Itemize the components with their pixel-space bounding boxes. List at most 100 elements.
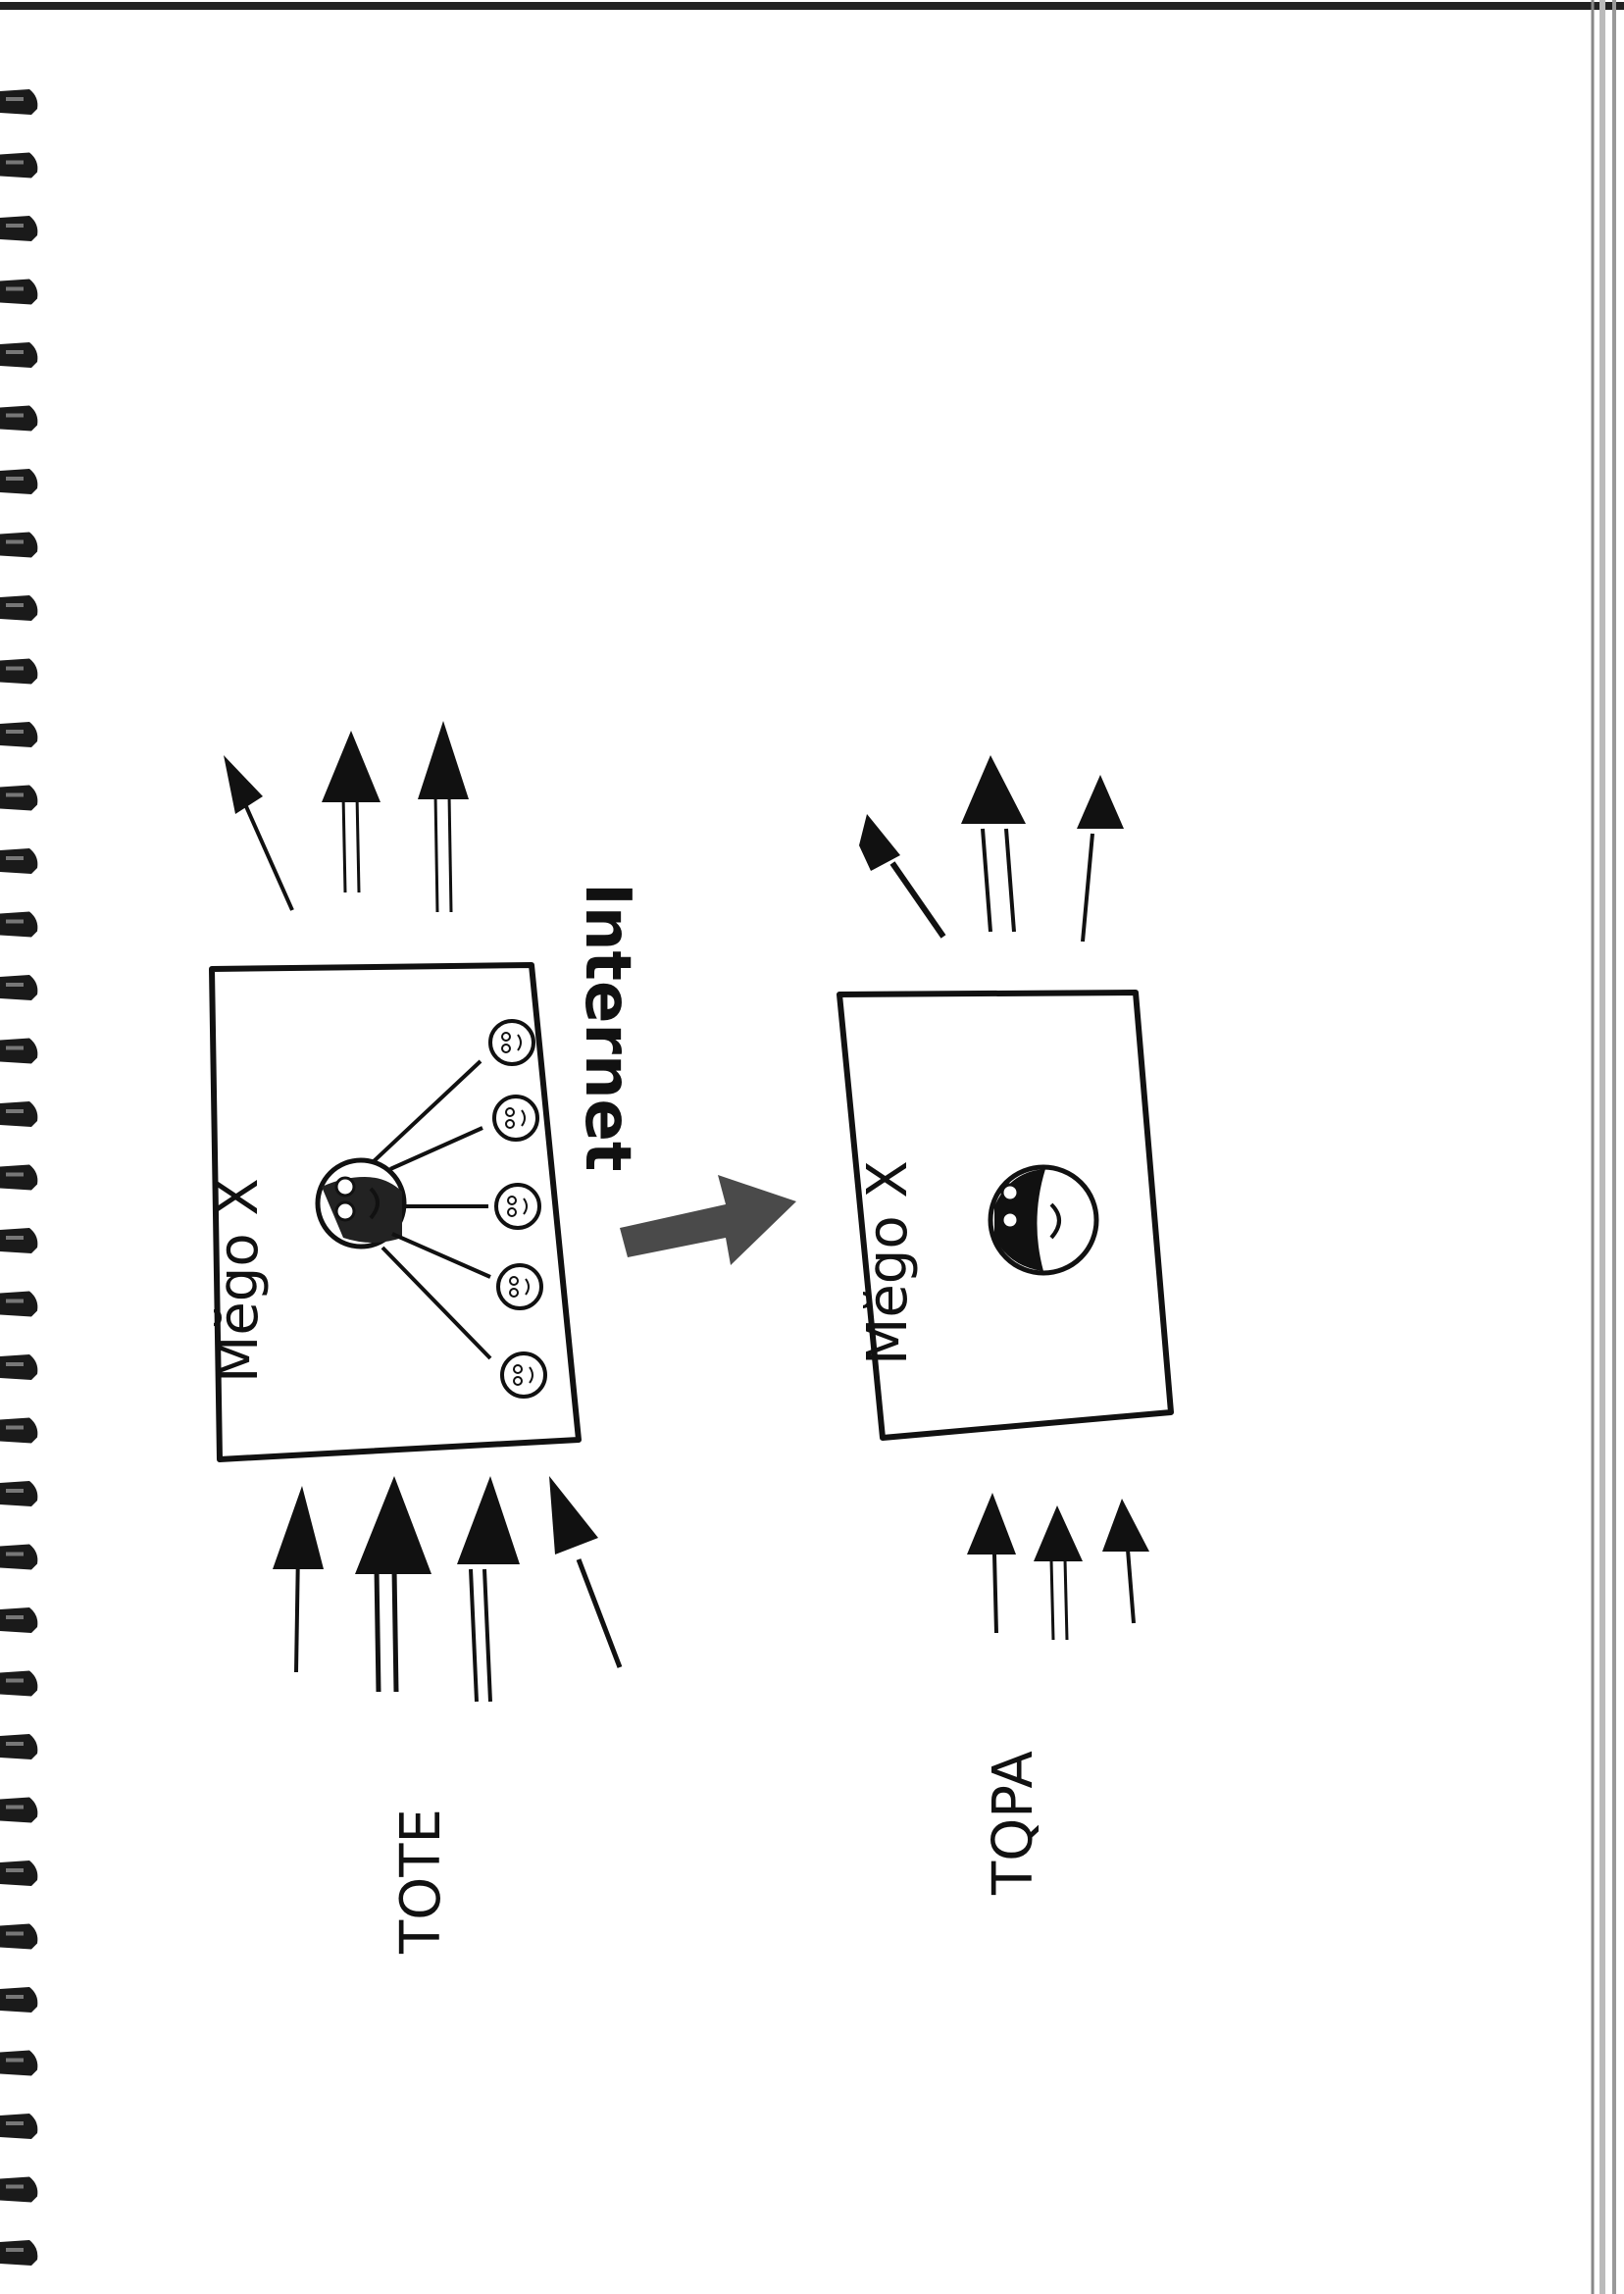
binding-ring [0,2176,38,2203]
left-box [209,962,582,1462]
binding-ring-highlight [6,1552,24,1556]
binding-ring-highlight [6,2058,24,2063]
binding-ring [0,1544,38,1570]
binding-ring [0,1923,38,1950]
binding-ring-highlight [6,1362,24,1366]
binding-ring [0,1038,38,1064]
right-box [837,990,1174,1441]
member-face-icon [494,1183,541,1230]
binding-ring-highlight [6,286,24,291]
arrow-up-icon [322,731,381,893]
left-incoming-arrows [273,1476,623,1703]
binding-ring [0,1228,38,1253]
arrow-up-icon [1077,775,1124,943]
binding-ring-highlight [6,350,24,354]
binding-ring [0,1797,38,1823]
binding-ring-highlight [6,603,24,607]
left-panel: Mĕgo X [207,962,582,1462]
binding-ring-highlight [6,1109,24,1113]
binding-ring-highlight [6,1742,24,1746]
transition: Internet [571,883,796,1265]
binding-ring [0,1861,38,1886]
left-box-label: Mĕgo X [207,1178,271,1383]
arrow-up-icon [967,1493,1016,1634]
binding-ring [0,722,38,747]
internet-label: Internet [571,883,643,1172]
binding-ring-highlight [6,856,24,860]
binding-ring [0,342,38,368]
binding-ring-highlight [6,2248,24,2252]
binding-ring-highlight [6,1868,24,1872]
binding-ring [0,216,38,241]
member-face-icon [492,1095,539,1142]
right-panel: Mĕgo X [837,990,1174,1441]
binding-ring-highlight [6,413,24,418]
left-period-label: TOTE [389,1809,453,1955]
binding-ring-highlight [6,1489,24,1493]
arrow-up-icon [418,721,469,913]
binding-ring-highlight [6,97,24,101]
binding-ring-highlight [6,1299,24,1303]
binding-ring-highlight [6,983,24,987]
binding-ring [0,532,38,558]
binding-ring-highlight [6,919,24,924]
binding-ring-highlight [6,666,24,671]
binding-ring [0,1734,38,1759]
binding-ring [0,1987,38,2013]
binding-ring-highlight [6,224,24,228]
binding-ring [0,911,38,938]
binding-ring [0,2114,38,2139]
binding-ring-highlight [6,160,24,165]
binding-ring-highlight [6,792,24,797]
member-face-icon [496,1263,543,1310]
binding-ring [0,1481,38,1506]
binding-ring-highlight [6,1425,24,1430]
binding-ring [0,1101,38,1127]
binding-ring [0,1291,38,1317]
binding-ring [0,405,38,432]
binding-ring [0,1354,38,1380]
binding-ring-highlight [6,1615,24,1619]
right-box-label: Mĕgo X [856,1160,920,1365]
member-face-icon [500,1351,547,1399]
binding-ring [0,2240,38,2266]
arrow-up-icon [549,1476,623,1668]
member-connectors [371,1059,492,1360]
arrow-up-icon [457,1476,520,1703]
arrow-up-icon [355,1476,431,1693]
big-arrow-right-icon [620,1175,796,1265]
binding-ring-highlight [6,1678,24,1683]
binding-ring [0,848,38,874]
binding-ring [0,1670,38,1697]
binding-ring [0,595,38,621]
binding-ring-highlight [6,2121,24,2125]
arrow-up-icon [1034,1505,1083,1641]
binding-ring-highlight [6,1931,24,1936]
binding-ring [0,975,38,1000]
binding-ring [0,469,38,494]
binding-ring-highlight [6,1236,24,1240]
leader-face-icon [988,1164,1099,1276]
binding-ring-highlight [6,2184,24,2189]
binding-ring [0,2050,38,2076]
arrow-up-icon [1102,1499,1149,1624]
page-right-edge [1591,0,1616,2294]
binding-ring [0,1417,38,1444]
arrow-up-icon [273,1486,324,1673]
binding-ring-highlight [6,477,24,481]
binding-ring [0,1607,38,1633]
arrow-up-icon [859,814,946,939]
leader-face-icon [315,1157,407,1249]
right-outgoing-arrows [859,755,1124,943]
binding-ring [0,658,38,685]
binding-ring [0,1164,38,1191]
binding-ring-highlight [6,1045,24,1050]
binding-ring [0,152,38,178]
binding-ring [0,785,38,811]
arrow-up-icon [961,755,1026,933]
right-period-label: TQPA [982,1751,1045,1896]
binding-ring-highlight [6,539,24,544]
arrow-up-icon [224,755,294,911]
